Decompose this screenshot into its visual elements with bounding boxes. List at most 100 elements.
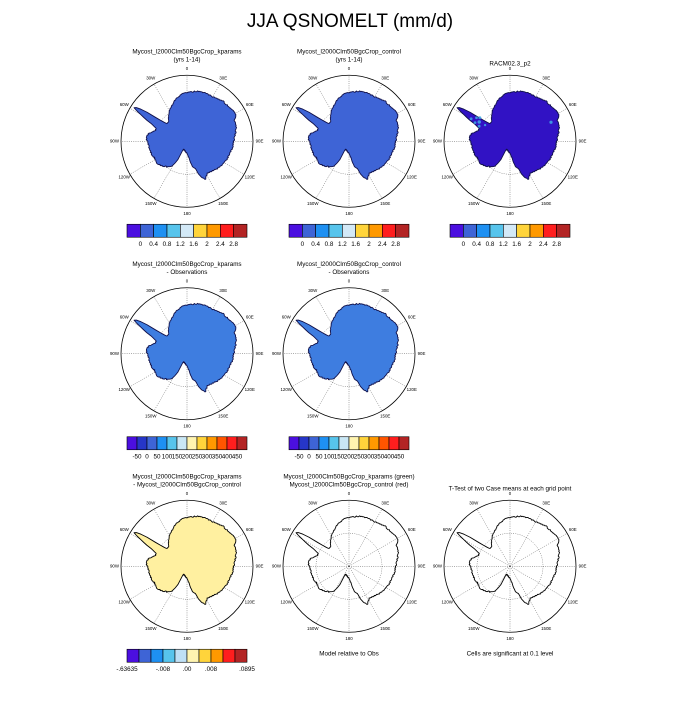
svg-text:120E: 120E [245, 175, 255, 180]
svg-text:90E: 90E [256, 351, 264, 356]
svg-text:1.2: 1.2 [176, 241, 185, 248]
svg-text:-.63635: -.63635 [116, 666, 138, 673]
svg-text:1.2: 1.2 [499, 241, 508, 248]
svg-text:60W: 60W [443, 102, 453, 107]
svg-text:0.4: 0.4 [472, 241, 481, 248]
svg-text:150W: 150W [307, 626, 319, 631]
svg-text:90W: 90W [110, 563, 120, 568]
svg-text:120W: 120W [280, 600, 292, 605]
svg-text:0: 0 [462, 241, 466, 248]
svg-text:60E: 60E [246, 315, 254, 320]
svg-text:150W: 150W [307, 414, 319, 419]
svg-text:90E: 90E [256, 563, 264, 568]
svg-text:30W: 30W [469, 501, 479, 506]
svg-text:150E: 150E [380, 201, 390, 206]
svg-text:(yrs 1-14): (yrs 1-14) [174, 56, 201, 63]
svg-text:1.6: 1.6 [512, 241, 521, 248]
svg-text:450: 450 [394, 453, 405, 460]
svg-text:Mycost_l2000Clm50BgcCrop_kpara: Mycost_l2000Clm50BgcCrop_kparams [132, 261, 241, 268]
svg-text:0: 0 [307, 453, 311, 460]
svg-text:180: 180 [345, 211, 353, 216]
svg-text:30E: 30E [219, 76, 227, 81]
svg-text:120E: 120E [407, 600, 417, 605]
svg-text:Cells are significant at 0.1 l: Cells are significant at 0.1 level [467, 650, 554, 657]
svg-text:30W: 30W [146, 288, 156, 293]
svg-text:150W: 150W [468, 626, 480, 631]
svg-text:120W: 120W [280, 175, 292, 180]
svg-text:90E: 90E [256, 138, 264, 143]
svg-text:90E: 90E [579, 138, 587, 143]
svg-text:30W: 30W [308, 501, 318, 506]
svg-text:120W: 120W [441, 600, 453, 605]
svg-text:0: 0 [145, 453, 149, 460]
svg-text:90E: 90E [418, 351, 426, 356]
svg-text:120W: 120W [118, 600, 130, 605]
svg-text:450: 450 [232, 453, 243, 460]
svg-text:150E: 150E [218, 414, 228, 419]
svg-text:60E: 60E [408, 102, 416, 107]
svg-text:1.6: 1.6 [351, 241, 360, 248]
svg-text:30E: 30E [219, 288, 227, 293]
svg-text:0.8: 0.8 [163, 241, 172, 248]
svg-text:150W: 150W [307, 201, 319, 206]
svg-text:90E: 90E [418, 138, 426, 143]
svg-text:180: 180 [506, 636, 514, 641]
svg-text:90W: 90W [110, 351, 120, 356]
svg-text:30E: 30E [542, 501, 550, 506]
svg-text:- Observations: - Observations [167, 269, 208, 276]
svg-text:30E: 30E [542, 76, 550, 81]
svg-text:-.008: -.008 [156, 666, 171, 673]
svg-text:30W: 30W [146, 76, 156, 81]
svg-text:30E: 30E [381, 288, 389, 293]
svg-text:90W: 90W [272, 138, 282, 143]
svg-text:Mycost_l2000Clm50BgcCrop_kpara: Mycost_l2000Clm50BgcCrop_kparams [132, 48, 241, 55]
svg-text:2.8: 2.8 [552, 241, 561, 248]
svg-text:150E: 150E [541, 626, 551, 631]
svg-text:120W: 120W [118, 387, 130, 392]
svg-text:120E: 120E [407, 387, 417, 392]
svg-text:0: 0 [139, 241, 143, 248]
svg-text:180: 180 [345, 636, 353, 641]
svg-text:2: 2 [528, 241, 532, 248]
svg-text:2.8: 2.8 [229, 241, 238, 248]
svg-text:Mycost_l2000Clm50BgcCrop_kpara: Mycost_l2000Clm50BgcCrop_kparams [132, 473, 241, 480]
svg-text:30W: 30W [469, 76, 479, 81]
svg-text:150E: 150E [218, 201, 228, 206]
svg-text:2.4: 2.4 [378, 241, 387, 248]
svg-text:1.2: 1.2 [338, 241, 347, 248]
svg-text:60W: 60W [120, 102, 130, 107]
svg-text:150E: 150E [380, 414, 390, 419]
svg-text:60E: 60E [246, 102, 254, 107]
svg-text:90W: 90W [433, 563, 443, 568]
svg-text:60E: 60E [408, 315, 416, 320]
svg-text:.00: .00 [183, 666, 192, 673]
svg-text:0.8: 0.8 [325, 241, 334, 248]
svg-text:2.4: 2.4 [216, 241, 225, 248]
svg-text:30W: 30W [146, 501, 156, 506]
svg-text:180: 180 [506, 211, 514, 216]
svg-text:90E: 90E [418, 563, 426, 568]
svg-text:Mycost_l2000Clm50BgcCrop_kpara: Mycost_l2000Clm50BgcCrop_kparams (green) [283, 473, 414, 480]
svg-text:180: 180 [183, 636, 191, 641]
svg-text:60W: 60W [443, 527, 453, 532]
svg-text:30W: 30W [308, 288, 318, 293]
svg-text:150W: 150W [468, 201, 480, 206]
svg-text:120E: 120E [407, 175, 417, 180]
svg-text:60E: 60E [569, 102, 577, 107]
svg-text:120E: 120E [568, 175, 578, 180]
svg-text:150W: 150W [145, 626, 157, 631]
svg-text:.0895: .0895 [239, 666, 255, 673]
svg-text:2: 2 [367, 241, 371, 248]
svg-text:150W: 150W [145, 414, 157, 419]
svg-text:2.4: 2.4 [539, 241, 548, 248]
svg-text:- Mycost_l2000Clm50BgcCrop_con: - Mycost_l2000Clm50BgcCrop_control [133, 481, 241, 488]
svg-text:150E: 150E [541, 201, 551, 206]
svg-text:120E: 120E [245, 387, 255, 392]
svg-text:(yrs 1-14): (yrs 1-14) [336, 56, 363, 63]
svg-text:60W: 60W [282, 527, 292, 532]
svg-text:120E: 120E [245, 600, 255, 605]
svg-text:.008: .008 [205, 666, 218, 673]
svg-text:60W: 60W [282, 315, 292, 320]
svg-text:2: 2 [205, 241, 209, 248]
svg-text:0: 0 [301, 241, 305, 248]
